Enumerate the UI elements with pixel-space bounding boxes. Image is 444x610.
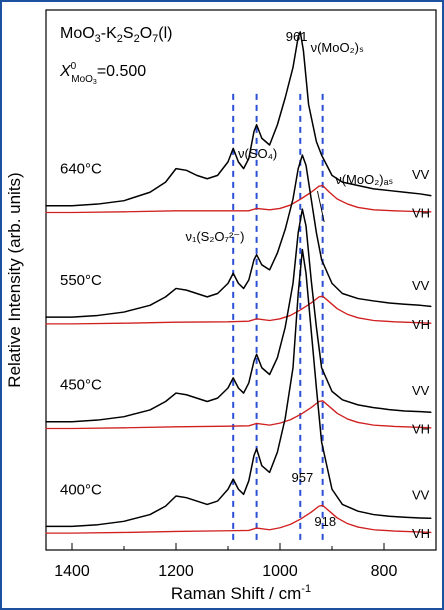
composition-text-s: S bbox=[123, 25, 134, 42]
series-line-640VH bbox=[45, 184, 432, 214]
polarization-label-vh-3: VH bbox=[412, 526, 430, 541]
annotation-leader-918 bbox=[317, 190, 325, 223]
polarization-label-vv-1: VV bbox=[412, 278, 430, 293]
series-line-550VV bbox=[45, 154, 432, 318]
composition-phase: (l) bbox=[158, 25, 172, 42]
composition-text-o: O bbox=[140, 25, 152, 42]
series-line-640VV bbox=[45, 31, 432, 207]
x-tick-label-1400: 1400 bbox=[54, 563, 90, 580]
polarization-label-vh-0: VH bbox=[412, 206, 430, 221]
y-axis-label: Relative Intensity (arb. units) bbox=[5, 172, 24, 387]
mole-fraction-label: X0 MoO3=0.500 bbox=[59, 61, 146, 86]
composition-subscript-2b: 2 bbox=[134, 33, 140, 45]
composition-subscript-7: 7 bbox=[152, 33, 158, 45]
x-tick-label-1000: 1000 bbox=[262, 563, 298, 580]
polarization-label-vv-3: VV bbox=[412, 487, 430, 502]
temperature-label-0: 640°C bbox=[60, 161, 102, 178]
series-line-400VV bbox=[45, 248, 432, 528]
annotation-nu-moo2-as: ν(MoO₂)ₐₛ bbox=[335, 172, 393, 187]
plot-frame bbox=[45, 9, 437, 551]
mole-fraction-superscript: 0 bbox=[71, 61, 77, 72]
annotation-nu1: ν₁(S₂O₇²⁻) bbox=[185, 229, 244, 244]
composition-label: MoO3-K2S2O7(l) bbox=[60, 25, 173, 45]
mole-fraction-subscript-3: 3 bbox=[93, 79, 97, 86]
series-line-400VH bbox=[45, 504, 432, 534]
composition-subscript-3: 3 bbox=[95, 33, 101, 45]
annotation-nu-so4: ν(SO₄) bbox=[238, 146, 277, 161]
polarization-label-vh-1: VH bbox=[412, 317, 430, 332]
composition-text-k: -K bbox=[101, 25, 117, 42]
mole-fraction-symbol: X bbox=[59, 63, 72, 80]
temperature-label-1: 550°C bbox=[60, 272, 102, 289]
peak-label-918: 918 bbox=[314, 514, 336, 529]
polarization-label-vv-0: VV bbox=[412, 167, 430, 182]
series-line-550VH bbox=[45, 295, 432, 325]
composition-subscript-2a: 2 bbox=[117, 33, 123, 45]
x-tick-label-1200: 1200 bbox=[158, 563, 194, 580]
temperature-label-2: 450°C bbox=[60, 377, 102, 394]
temperature-label-3: 400°C bbox=[60, 481, 102, 498]
series-line-450VH bbox=[45, 400, 432, 430]
peak-label-957: 957 bbox=[292, 470, 314, 485]
x-axis-label: Raman Shift / cm-1 bbox=[171, 583, 311, 603]
polarization-label-vh-2: VH bbox=[412, 422, 430, 437]
x-tick-label-800: 800 bbox=[371, 563, 398, 580]
mole-fraction-subscript: MoO bbox=[71, 74, 93, 85]
annotation-nu-moo2-s: ν(MoO₂)ₛ bbox=[311, 40, 364, 55]
series-line-450VV bbox=[45, 208, 432, 423]
x-axis-label-superscript: -1 bbox=[301, 583, 311, 595]
mole-fraction-value: =0.500 bbox=[97, 63, 146, 80]
peak-label-961: 961 bbox=[286, 29, 308, 44]
polarization-label-vv-2: VV bbox=[412, 383, 430, 398]
